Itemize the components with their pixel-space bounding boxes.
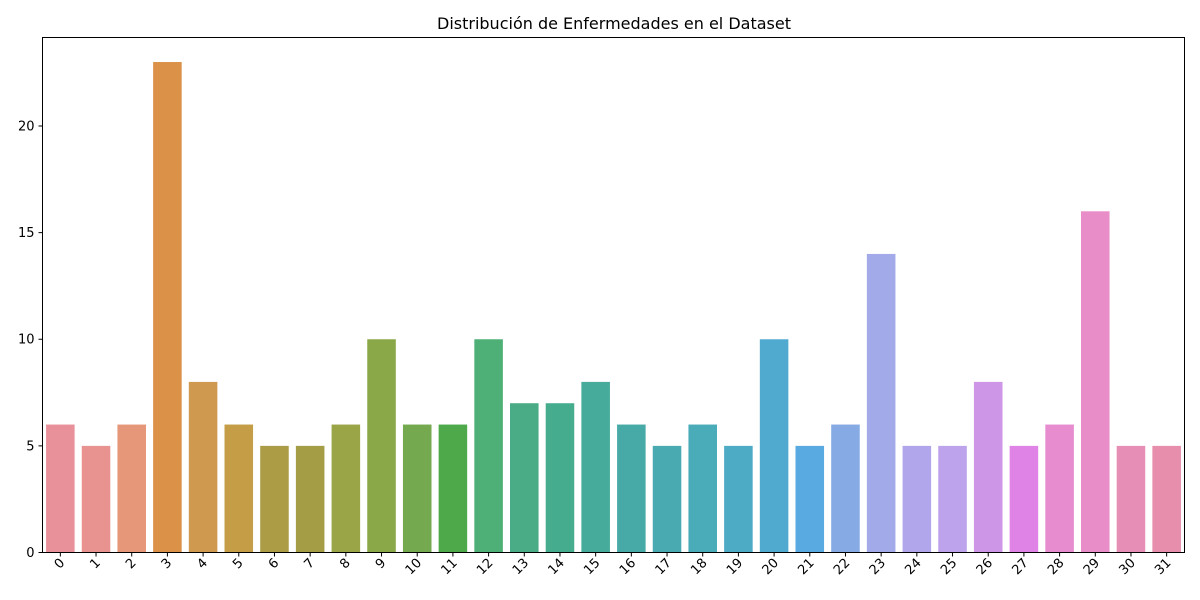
- x-tick-label: 31: [1152, 556, 1174, 578]
- x-tick-label: 30: [1116, 556, 1138, 578]
- x-tick-label: 13: [510, 556, 532, 578]
- bar-30: [1116, 445, 1146, 553]
- chart-title: Distribución de Enfermedades en el Datas…: [437, 14, 791, 33]
- bar-17: [652, 445, 682, 553]
- bar-2: [117, 424, 146, 553]
- bar-23: [866, 253, 896, 553]
- x-tick-label: 26: [974, 556, 996, 578]
- x-tick-label: 27: [1009, 556, 1031, 578]
- x-tick-label: 23: [867, 556, 889, 578]
- x-tick-label: 19: [724, 556, 746, 578]
- bar-26: [973, 381, 1003, 553]
- bar-13: [510, 403, 539, 553]
- x-tick-label: 15: [581, 556, 603, 578]
- y-tick-label: 0: [26, 546, 34, 561]
- bar-6: [260, 445, 289, 553]
- x-tick-label: 5: [230, 556, 246, 572]
- bar-20: [759, 339, 789, 553]
- bar-21: [795, 445, 825, 553]
- bar-18: [688, 424, 717, 553]
- bars-group: [46, 62, 1181, 553]
- bar-31: [1152, 445, 1181, 553]
- bar-7: [295, 445, 325, 553]
- bar-8: [331, 424, 361, 553]
- x-tick-label: 20: [760, 556, 782, 578]
- x-tick-label: 18: [688, 556, 710, 578]
- x-tick-label: 21: [795, 556, 817, 578]
- bar-15: [581, 381, 610, 553]
- bar-29: [1081, 211, 1110, 553]
- plot-frame: [42, 37, 1185, 553]
- x-tick-label: 16: [617, 556, 639, 578]
- bar-1: [81, 445, 111, 553]
- x-tick-label: 24: [902, 556, 924, 578]
- bar-24: [902, 445, 932, 553]
- y-tick-label: 5: [26, 439, 34, 454]
- y-tick-label: 15: [18, 226, 35, 241]
- y-axis: 0 5 10 15 20: [18, 119, 43, 561]
- x-tick-label: 29: [1081, 556, 1103, 578]
- bar-4: [188, 381, 218, 553]
- x-tick-label: 10: [403, 556, 425, 578]
- bar-16: [617, 424, 646, 553]
- x-axis: 0 1 2 3 4 5 6 7 8 9 10 11 12 13 14 15 16 17 18 19 20 21 22 23 24…: [52, 552, 1174, 578]
- x-tick-label: 1: [87, 556, 103, 572]
- bar-3: [153, 62, 182, 553]
- x-tick-label: 11: [438, 556, 460, 578]
- x-tick-label: 28: [1045, 556, 1067, 578]
- x-tick-label: 17: [653, 556, 675, 578]
- bar-19: [724, 445, 753, 553]
- bar-10: [402, 424, 432, 553]
- x-tick-label: 0: [52, 556, 68, 572]
- x-tick-label: 22: [831, 556, 853, 578]
- x-tick-label: 12: [474, 556, 496, 578]
- x-tick-label: 2: [123, 556, 139, 572]
- bar-11: [438, 424, 468, 553]
- bar-14: [545, 403, 575, 553]
- x-tick-label: 6: [266, 556, 282, 572]
- x-tick-label: 8: [337, 556, 353, 572]
- bar-28: [1045, 424, 1074, 553]
- bar-27: [1009, 445, 1039, 553]
- x-tick-label: 7: [302, 556, 318, 572]
- bar-25: [938, 445, 967, 553]
- x-tick-label: 25: [938, 556, 960, 578]
- x-tick-label: 9: [373, 556, 389, 572]
- x-tick-label: 3: [159, 556, 175, 572]
- bar-5: [224, 424, 254, 553]
- bar-12: [474, 339, 503, 553]
- bar-22: [831, 424, 860, 553]
- x-tick-label: 14: [545, 556, 567, 578]
- y-tick-label: 10: [18, 333, 35, 348]
- bar-9: [367, 339, 396, 553]
- bar-0: [46, 424, 75, 553]
- y-tick-label: 20: [18, 119, 35, 134]
- x-tick-label: 4: [194, 556, 210, 572]
